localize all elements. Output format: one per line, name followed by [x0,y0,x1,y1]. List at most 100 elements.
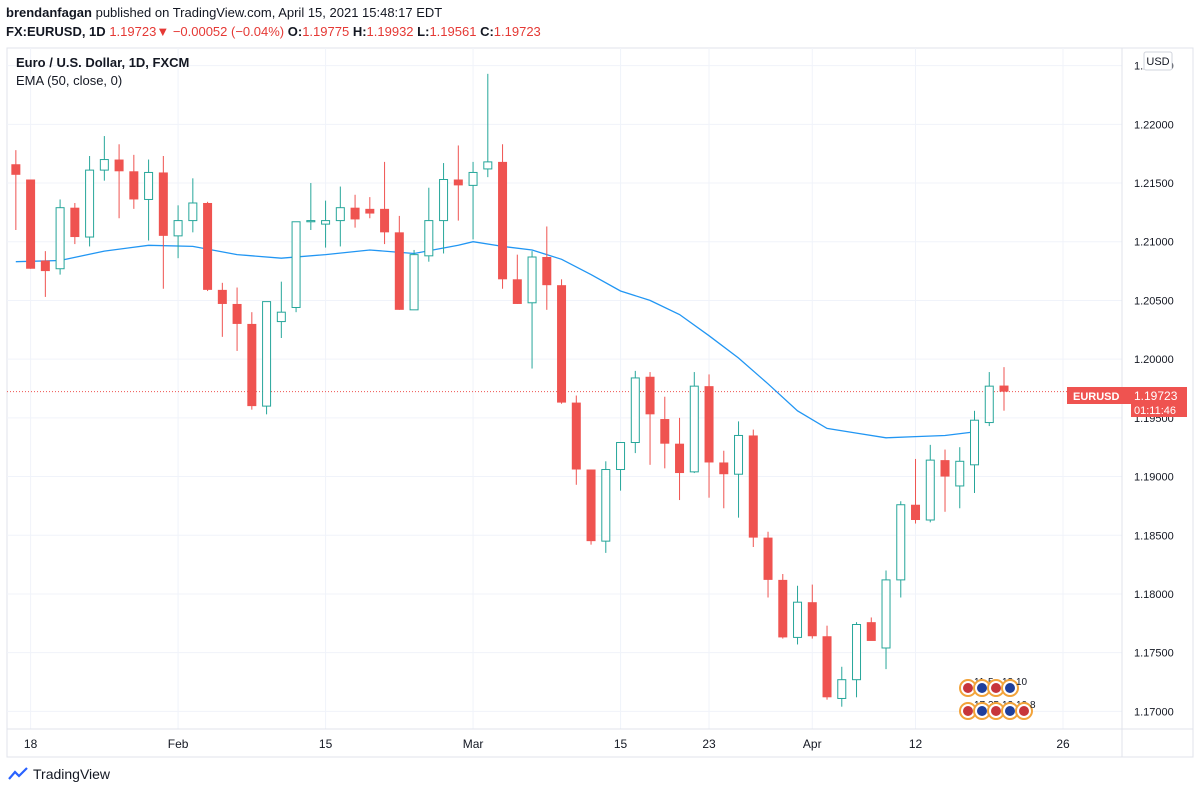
ema-indicator-label[interactable]: EMA (50, close, 0) [16,73,122,88]
candle[interactable] [911,458,921,524]
candle[interactable] [763,531,773,598]
candle[interactable] [557,279,567,404]
last-price-value: 1.19723 [1134,389,1178,403]
candle[interactable] [925,444,935,523]
candle-body-down [247,323,257,407]
candle[interactable] [896,501,906,598]
candle[interactable] [689,372,699,474]
candle-body-up [306,220,316,223]
candle[interactable] [601,461,611,553]
candle-body-down [380,208,390,233]
candle[interactable] [276,281,286,339]
candle[interactable] [852,622,862,698]
candle[interactable] [409,249,419,311]
candle[interactable] [247,312,257,410]
candle[interactable] [173,205,183,259]
candle[interactable] [837,666,847,707]
candle[interactable] [114,144,124,219]
candle[interactable] [85,156,95,247]
candle[interactable] [321,200,331,248]
candle[interactable] [542,226,552,310]
time-tick-label: 18 [24,737,38,751]
candle-body-up [262,301,272,407]
candle[interactable] [660,396,670,469]
candle[interactable] [188,178,198,233]
candle-body-down [645,376,655,415]
candle[interactable] [291,221,301,313]
candle[interactable] [262,301,272,415]
time-axis[interactable]: 18 Feb 15 Mar 15 23 Apr 12 26 [24,737,1070,751]
candle-body-up [468,171,478,186]
tradingview-footer[interactable]: TradingView [8,766,110,782]
price-axis[interactable]: 1.225001.220001.215001.210001.205001.200… [1134,61,1174,719]
candle[interactable] [734,421,744,518]
candle[interactable] [807,584,817,639]
candle[interactable] [365,197,375,219]
economic-calendar-events[interactable]: 1151310173512108 [959,677,1036,720]
candle[interactable] [424,187,434,262]
candle[interactable] [306,183,316,230]
candle[interactable] [11,150,21,230]
time-tick-label: 23 [702,737,716,751]
author-name[interactable]: brendanfagan [6,5,92,20]
candle[interactable] [217,282,227,337]
candle[interactable] [129,154,139,209]
candle[interactable] [955,447,965,509]
open-value: 1.19775 [302,24,350,39]
candle[interactable] [483,73,493,178]
candle[interactable] [144,159,154,241]
candle[interactable] [748,429,758,548]
calendar-event-icon[interactable]: 8 [1015,700,1036,720]
candle[interactable] [630,370,640,454]
candle[interactable] [468,161,478,240]
candle[interactable] [40,251,50,297]
candle[interactable] [453,145,463,221]
candle[interactable] [99,136,109,181]
candle-body-down [748,435,758,538]
candle-body-up [527,256,537,304]
currency-button[interactable]: USD [1143,51,1173,71]
candle[interactable] [380,161,390,245]
candle[interactable] [394,215,404,310]
candle[interactable] [55,199,65,275]
candle[interactable] [26,179,36,269]
candle[interactable] [439,163,449,254]
candle[interactable] [512,254,522,304]
candle[interactable] [881,570,891,670]
candle[interactable] [571,395,581,485]
candle-body-down [394,232,404,310]
price-tick-label: 1.18500 [1134,530,1174,542]
candle-body-up [630,377,640,444]
candle[interactable] [970,410,980,493]
time-tick-label: 12 [909,737,923,751]
candle[interactable] [645,372,655,465]
candle[interactable] [984,372,994,427]
candle[interactable] [616,442,626,491]
candle-body-up [793,601,803,638]
candle-body-down [571,402,581,470]
candle[interactable] [940,449,950,512]
candle-body-down [866,622,876,641]
candle[interactable] [675,417,685,501]
candle[interactable] [498,144,508,289]
candle[interactable] [335,186,345,247]
chart-title: Euro / U.S. Dollar, 1D, FXCM [16,55,189,70]
candle[interactable] [719,450,729,509]
calendar-event-icon[interactable]: 10 [1001,677,1028,697]
candle[interactable] [704,374,714,498]
candle[interactable] [778,574,788,639]
candle[interactable] [158,156,168,289]
candle[interactable] [793,585,803,645]
candle[interactable] [70,202,80,245]
candle[interactable] [350,194,360,228]
candle-body-down [350,207,360,220]
candle-body-down [763,537,773,580]
candle[interactable] [822,625,832,700]
candle[interactable] [866,617,876,641]
candle[interactable] [203,201,213,292]
candle[interactable] [232,287,242,351]
candle[interactable] [999,367,1009,411]
candle[interactable] [527,251,537,369]
candle[interactable] [586,469,596,545]
